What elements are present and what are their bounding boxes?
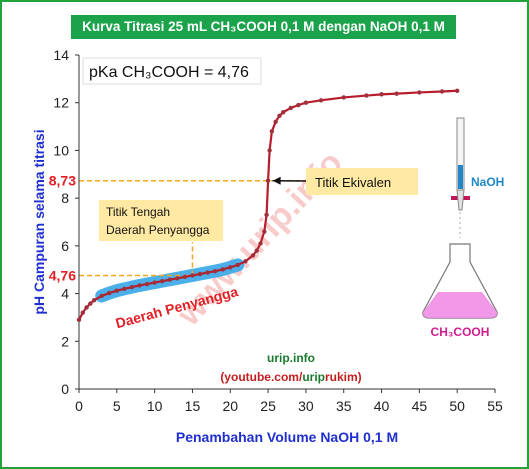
x-tick-label: 50 [449, 398, 465, 414]
data-point [91, 298, 97, 303]
y-tick-label: 0 [61, 381, 69, 397]
data-point [205, 270, 210, 275]
annotations: pKa CH₃COOH = 4,76 8,73 4,76 Titik Tengah Da… [49, 57, 418, 384]
data-point [454, 88, 460, 93]
data-point [99, 293, 104, 299]
data-point [175, 276, 180, 281]
x-tick-label: 45 [412, 398, 428, 414]
data-point [264, 212, 269, 218]
data-point [137, 283, 142, 288]
equivalence-label-box [306, 168, 418, 195]
half-equivalence-label-line1: Titik Tengah [106, 205, 170, 219]
axes: 0 2 4 6 8 10 12 14 0 5 10 15 20 25 30 35 40 45 50 55 Penamba… [31, 47, 503, 445]
data-point [107, 290, 112, 296]
y-tick-label: 10 [53, 142, 69, 158]
x-tick-label: 0 [75, 398, 83, 414]
data-point [277, 113, 282, 119]
x-tick-label: 25 [260, 398, 276, 414]
source-line2-c: rukim) [325, 370, 362, 384]
data-point [182, 274, 188, 280]
data-point [144, 281, 150, 287]
data-point [318, 98, 324, 103]
data-point [228, 265, 233, 270]
x-tick-label: 55 [487, 398, 503, 414]
data-point [267, 148, 272, 153]
data-point [258, 241, 263, 246]
source-line1: urip.info [267, 351, 315, 365]
data-point [364, 93, 369, 98]
source-line2-a: (youtube.com/ [220, 370, 303, 384]
data-point [243, 259, 248, 264]
x-tick-label: 10 [147, 398, 163, 414]
y-tick-label: 6 [61, 238, 69, 254]
data-point [281, 110, 286, 115]
half-equivalence-label-box [99, 200, 223, 241]
y-tick-label: 8 [61, 190, 69, 206]
data-point [273, 119, 278, 125]
data-point [303, 100, 309, 105]
data-point [269, 129, 275, 134]
data-point [288, 105, 293, 111]
x-tick-label: 35 [336, 398, 352, 414]
y-tick-label: 2 [61, 333, 69, 349]
data-point [265, 178, 271, 183]
burette-illustration: NaOH CH₃COOH [422, 117, 504, 339]
data-point [254, 248, 259, 253]
x-tick-label: 30 [298, 398, 314, 414]
burette-liquid [458, 165, 463, 189]
source-line2-b: urip [302, 370, 325, 384]
equivalence-arrowhead [272, 176, 281, 185]
flask-liquid [422, 292, 498, 318]
naoh-label: NaOH [471, 175, 504, 189]
data-point [80, 310, 85, 315]
y-tick-label: 4 [61, 286, 69, 302]
y-axis-label: pH Campuran selama titrasi [31, 129, 47, 314]
half-equivalence-label-line2: Daerah Penyangga [106, 223, 210, 237]
half-equivalence-ph-label: 4,76 [49, 267, 76, 283]
data-point [76, 317, 82, 323]
data-point [296, 102, 301, 108]
data-point [114, 288, 120, 293]
data-point [262, 229, 267, 234]
data-point [197, 271, 203, 277]
data-point [160, 278, 165, 284]
pka-box [82, 57, 262, 85]
data-point [235, 262, 241, 268]
chart-title: Kurva Titrasi 25 mL CH₃COOH 0,1 M dengan… [71, 15, 456, 39]
x-tick-label: 40 [374, 398, 390, 414]
y-tick-label: 12 [53, 95, 69, 111]
data-point [417, 90, 422, 95]
flask-label: CH₃COOH [431, 325, 490, 339]
data-point [220, 267, 225, 272]
data-point [129, 284, 135, 290]
data-point [167, 277, 172, 282]
source-line2: (youtube.com/uriprukim) [220, 370, 361, 384]
equivalence-label: Titik Ekivalen [315, 175, 391, 190]
data-point [379, 92, 384, 97]
data-point [439, 89, 445, 94]
data-point [250, 253, 256, 258]
y-tick-label: 14 [53, 47, 69, 63]
data-point [152, 280, 157, 285]
pka-text: pKa CH₃COOH = 4,76 [89, 64, 249, 81]
data-point [84, 305, 89, 310]
equivalence-ph-label: 8,73 [49, 173, 76, 189]
curve [76, 88, 460, 323]
data-point [341, 95, 346, 100]
x-tick-label: 5 [113, 398, 121, 414]
data-point [212, 268, 218, 274]
x-axis-label: Penambahan Volume NaOH 0,1 M [176, 429, 398, 445]
x-tick-label: 15 [185, 398, 201, 414]
x-tick-label: 20 [222, 398, 238, 414]
data-point [190, 273, 195, 278]
data-point [122, 286, 127, 291]
burette-tip [456, 189, 465, 211]
data-point [88, 301, 93, 306]
data-point [394, 91, 399, 96]
